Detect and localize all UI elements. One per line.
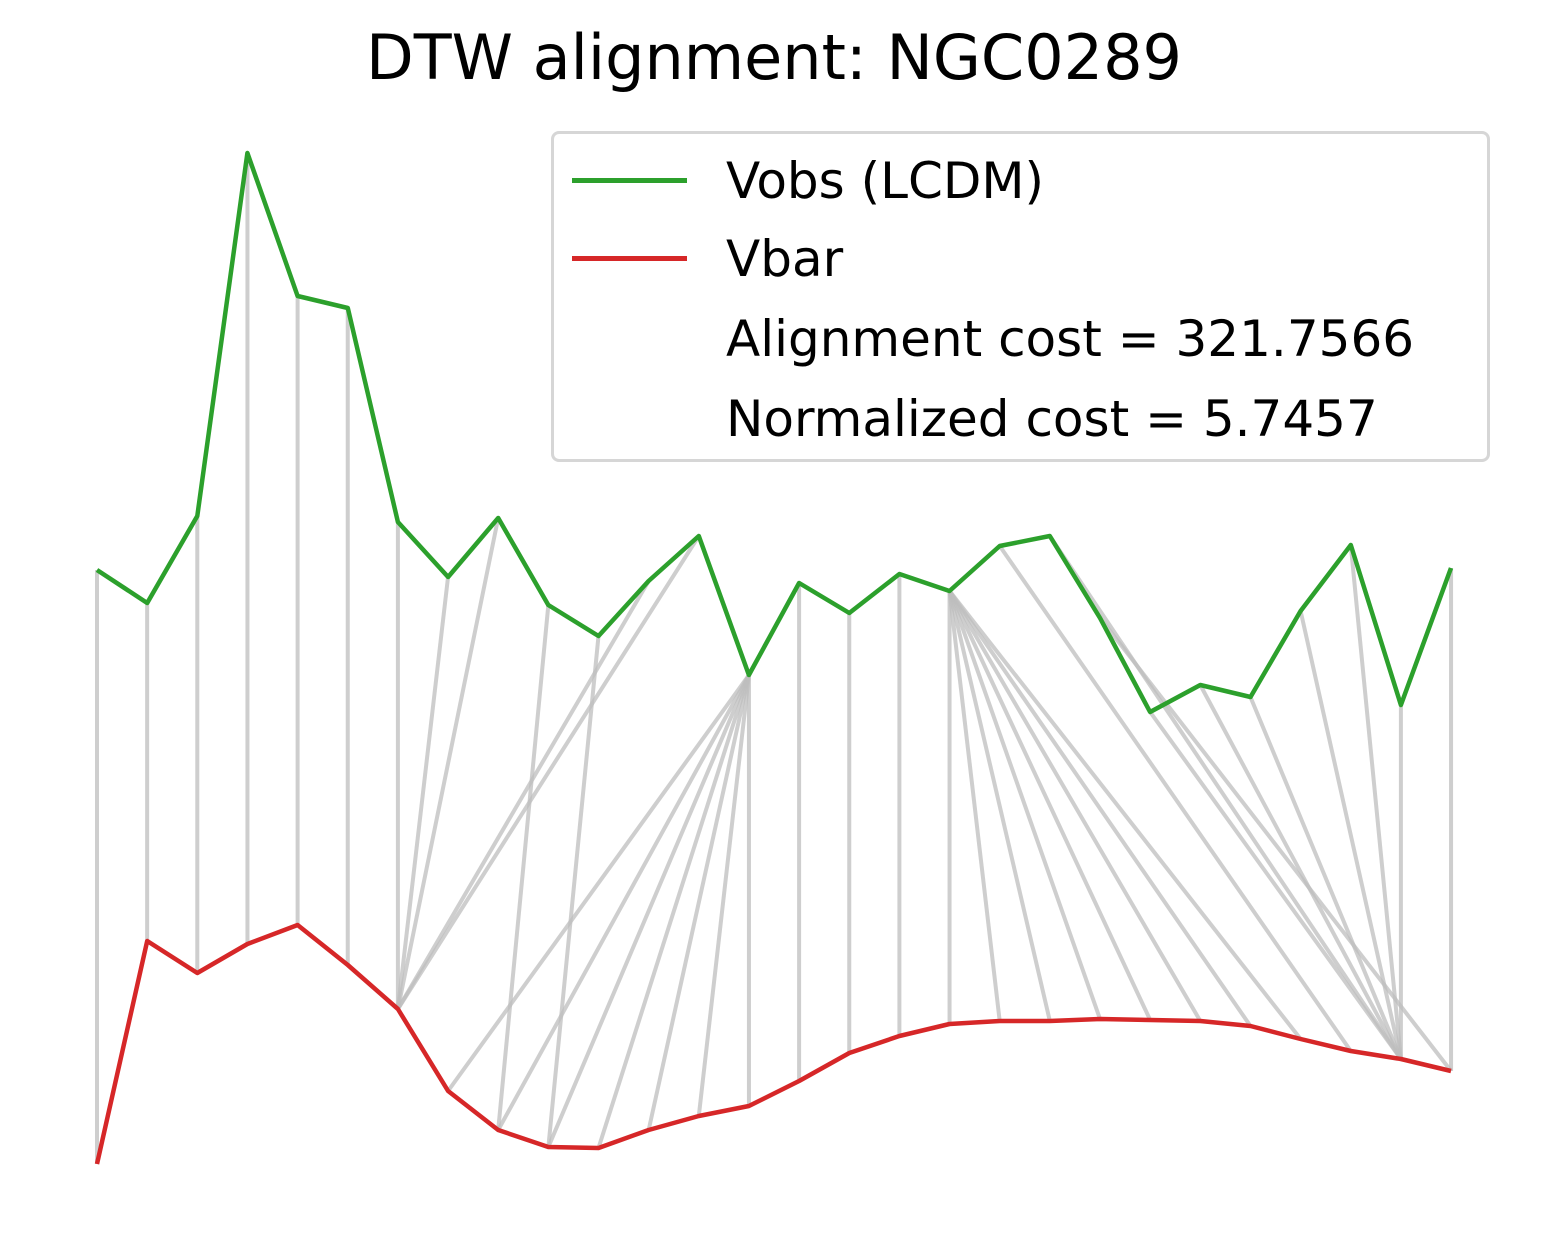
legend-swatch-vobs [572,178,687,183]
alignment-line [947,590,1052,1022]
legend-item-vobs: Vobs (LCDM) [554,151,1487,211]
alignment-line [1198,684,1403,1060]
legend-normalized-cost-text: Normalized cost = 5.7457 [726,390,1378,448]
series-line-vbar [94,922,1452,1165]
alignment-line [395,576,451,1010]
alignment-line [947,590,1152,1021]
series-line-vobs [95,150,1454,715]
alignment-line [396,534,701,1011]
alignment-line [546,674,751,1148]
alignment-line [1148,710,1403,1061]
alignment-line [947,589,1253,1028]
legend-item-vbar: Vbar [554,229,1487,289]
legend-swatch-vbar [572,256,687,261]
alignment-line [696,674,751,1117]
alignment-line [947,590,1002,1022]
alignment-line [1248,696,1403,1060]
alignment-line [947,589,1303,1041]
legend: Vobs (LCDM) Vbar Alignment cost = 321.75… [551,131,1490,462]
alignment-line [446,673,751,1093]
chart-title: DTW alignment: NGC0289 [366,21,1182,94]
alignment-line [546,635,601,1148]
alignment-lines [95,153,1454,1164]
legend-alignment-cost-text: Alignment cost = 321.7566 [726,310,1415,368]
alignment-line [1298,610,1403,1060]
alignment-line [496,674,751,1131]
legend-normalized-cost: Normalized cost = 5.7457 [554,389,1487,449]
legend-label-vobs: Vobs (LCDM) [726,152,1045,210]
alignment-line [646,674,751,1131]
alignment-line [947,589,1203,1023]
alignment-line [947,590,1102,1020]
alignment-line [1098,616,1453,1073]
alignment-line [395,517,501,1010]
alignment-line [396,579,651,1011]
alignment-line [1048,534,1403,1061]
legend-label-vbar: Vbar [726,230,844,288]
series-lines [94,150,1454,1165]
legend-alignment-cost: Alignment cost = 321.7566 [554,309,1487,369]
alignment-line [998,544,1353,1053]
alignment-line [596,674,751,1149]
alignment-line [496,604,551,1131]
alignment-line [1348,544,1403,1060]
